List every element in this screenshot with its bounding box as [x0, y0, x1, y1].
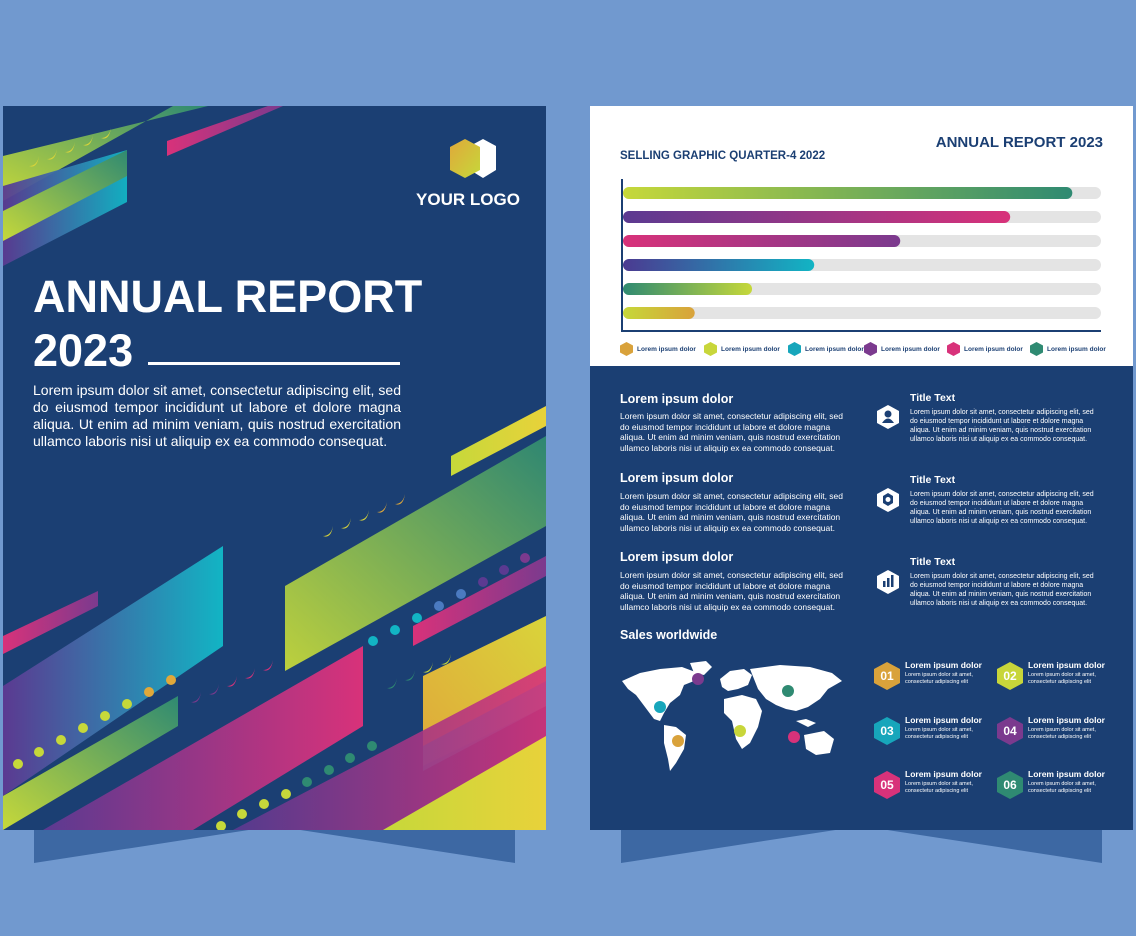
numbered-item-title: Lorem ipsum dolor — [1028, 715, 1105, 725]
legend-label: Lorem ipsum dolor — [637, 345, 696, 353]
map-marker — [734, 725, 746, 737]
legend-item: Lorem ipsum dolor — [704, 342, 780, 356]
number-hexagon: 05 — [874, 771, 900, 799]
legend-label: Lorem ipsum dolor — [964, 345, 1023, 353]
bar-chart — [621, 179, 1101, 332]
user-icon — [877, 405, 899, 429]
legend-item: Lorem ipsum dolor — [1030, 342, 1106, 356]
numbered-item-body: Lorem ipsum dolor sit amet, consectetur … — [905, 781, 973, 794]
cover-title: ANNUAL REPORT 2023 — [33, 270, 422, 378]
number-hexagon: 01 — [874, 662, 900, 690]
legend-item: Lorem ipsum dolor — [620, 342, 696, 356]
bar-chart-icon — [877, 570, 899, 594]
numbered-item-title: Lorem ipsum dolor — [1028, 660, 1105, 670]
side-item-body: Lorem ipsum dolor sit amet, consectetur … — [910, 409, 1094, 443]
number-hexagon: 04 — [997, 717, 1023, 745]
legend-label: Lorem ipsum dolor — [1047, 345, 1106, 353]
section-title: Lorem ipsum dolor — [620, 471, 734, 485]
chart-axis — [621, 179, 1101, 332]
numbered-item-body: Lorem ipsum dolor sit amet, consectetur … — [905, 727, 973, 740]
map-markers — [654, 673, 800, 747]
section-body: Lorem ipsum dolor sit amet, consectetur … — [620, 411, 843, 453]
bar — [623, 235, 901, 247]
numbered-item-title: Lorem ipsum dolor — [905, 715, 982, 725]
bar — [623, 187, 1073, 199]
number-label: 05 — [880, 778, 894, 792]
numbered-item-title: Lorem ipsum dolor — [905, 660, 982, 670]
logo-text: YOUR LOGO — [416, 190, 520, 209]
numbered-item-body: Lorem ipsum dolor sit amet, consectetur … — [1028, 781, 1096, 794]
number-label: 04 — [1003, 724, 1017, 738]
number-hexagon: 03 — [874, 717, 900, 745]
cover-title-line2: 2023 — [33, 325, 134, 376]
section-body: Lorem ipsum dolor sit amet, consectetur … — [620, 491, 843, 533]
inner-shadow — [621, 826, 1102, 863]
legend-swatch-icon — [704, 342, 717, 356]
number-label: 02 — [1003, 669, 1017, 683]
number-hexagon: 02 — [997, 662, 1023, 690]
number-label: 01 — [880, 669, 894, 683]
cover-shadow — [34, 826, 515, 863]
section-title: Lorem ipsum dolor — [620, 550, 734, 564]
side-item-title: Title Text — [910, 556, 956, 568]
bar — [623, 211, 1011, 223]
section-title: Lorem ipsum dolor — [620, 392, 734, 406]
legend-label: Lorem ipsum dolor — [805, 345, 864, 353]
logo-mark — [413, 136, 523, 191]
map-marker — [654, 701, 666, 713]
legend-label: Lorem ipsum dolor — [721, 345, 780, 353]
side-item-body: Lorem ipsum dolor sit amet, consectetur … — [910, 491, 1094, 525]
legend-swatch-icon — [1030, 342, 1043, 356]
map-marker — [692, 673, 704, 685]
legend-label: Lorem ipsum dolor — [881, 345, 940, 353]
cover-title-underline — [148, 362, 400, 365]
number-label: 03 — [880, 724, 894, 738]
cover-title-line1: ANNUAL REPORT — [33, 271, 423, 322]
gear-icon — [877, 488, 899, 512]
cover-body-text: Lorem ipsum dolor sit amet, consectetur … — [33, 382, 401, 449]
legend-swatch-icon — [788, 342, 801, 356]
world-map — [622, 661, 842, 771]
side-item-body: Lorem ipsum dolor sit amet, consectetur … — [910, 573, 1094, 607]
bar — [623, 283, 753, 295]
legend-item: Lorem ipsum dolor — [788, 342, 864, 356]
inner-page: ANNUAL REPORT 2023 SELLING GRAPHIC QUART… — [590, 106, 1133, 830]
section-body: Lorem ipsum dolor sit amet, consectetur … — [620, 570, 843, 612]
number-label: 06 — [1003, 778, 1017, 792]
numbered-item-body: Lorem ipsum dolor sit amet, consectetur … — [905, 672, 973, 685]
map-marker — [782, 685, 794, 697]
number-hexagon: 06 — [997, 771, 1023, 799]
map-marker — [788, 731, 800, 743]
numbered-item-title: Lorem ipsum dolor — [1028, 769, 1105, 779]
legend-item: Lorem ipsum dolor — [864, 342, 940, 356]
cover-decoration — [3, 106, 546, 830]
map-marker — [672, 735, 684, 747]
side-item-title: Title Text — [910, 474, 956, 486]
legend-swatch-icon — [620, 342, 633, 356]
numbered-item-title: Lorem ipsum dolor — [905, 769, 982, 779]
worldwide-title: Sales worldwide — [620, 628, 718, 642]
bar — [623, 259, 815, 271]
legend-item: Lorem ipsum dolor — [947, 342, 1023, 356]
report-title: ANNUAL REPORT 2023 — [935, 134, 1103, 151]
numbered-item-body: Lorem ipsum dolor sit amet, consectetur … — [1028, 672, 1096, 685]
side-item-title: Title Text — [910, 392, 956, 404]
legend-swatch-icon — [947, 342, 960, 356]
numbered-item-body: Lorem ipsum dolor sit amet, consectetur … — [1028, 727, 1096, 740]
bar-track — [623, 307, 1101, 319]
legend-swatch-icon — [864, 342, 877, 356]
chart-title: SELLING GRAPHIC QUARTER-4 2022 — [620, 150, 826, 162]
bar — [623, 307, 695, 319]
cover-page: YOUR LOGO ANNUAL REPORT 2023 Lorem ipsum… — [3, 106, 546, 830]
